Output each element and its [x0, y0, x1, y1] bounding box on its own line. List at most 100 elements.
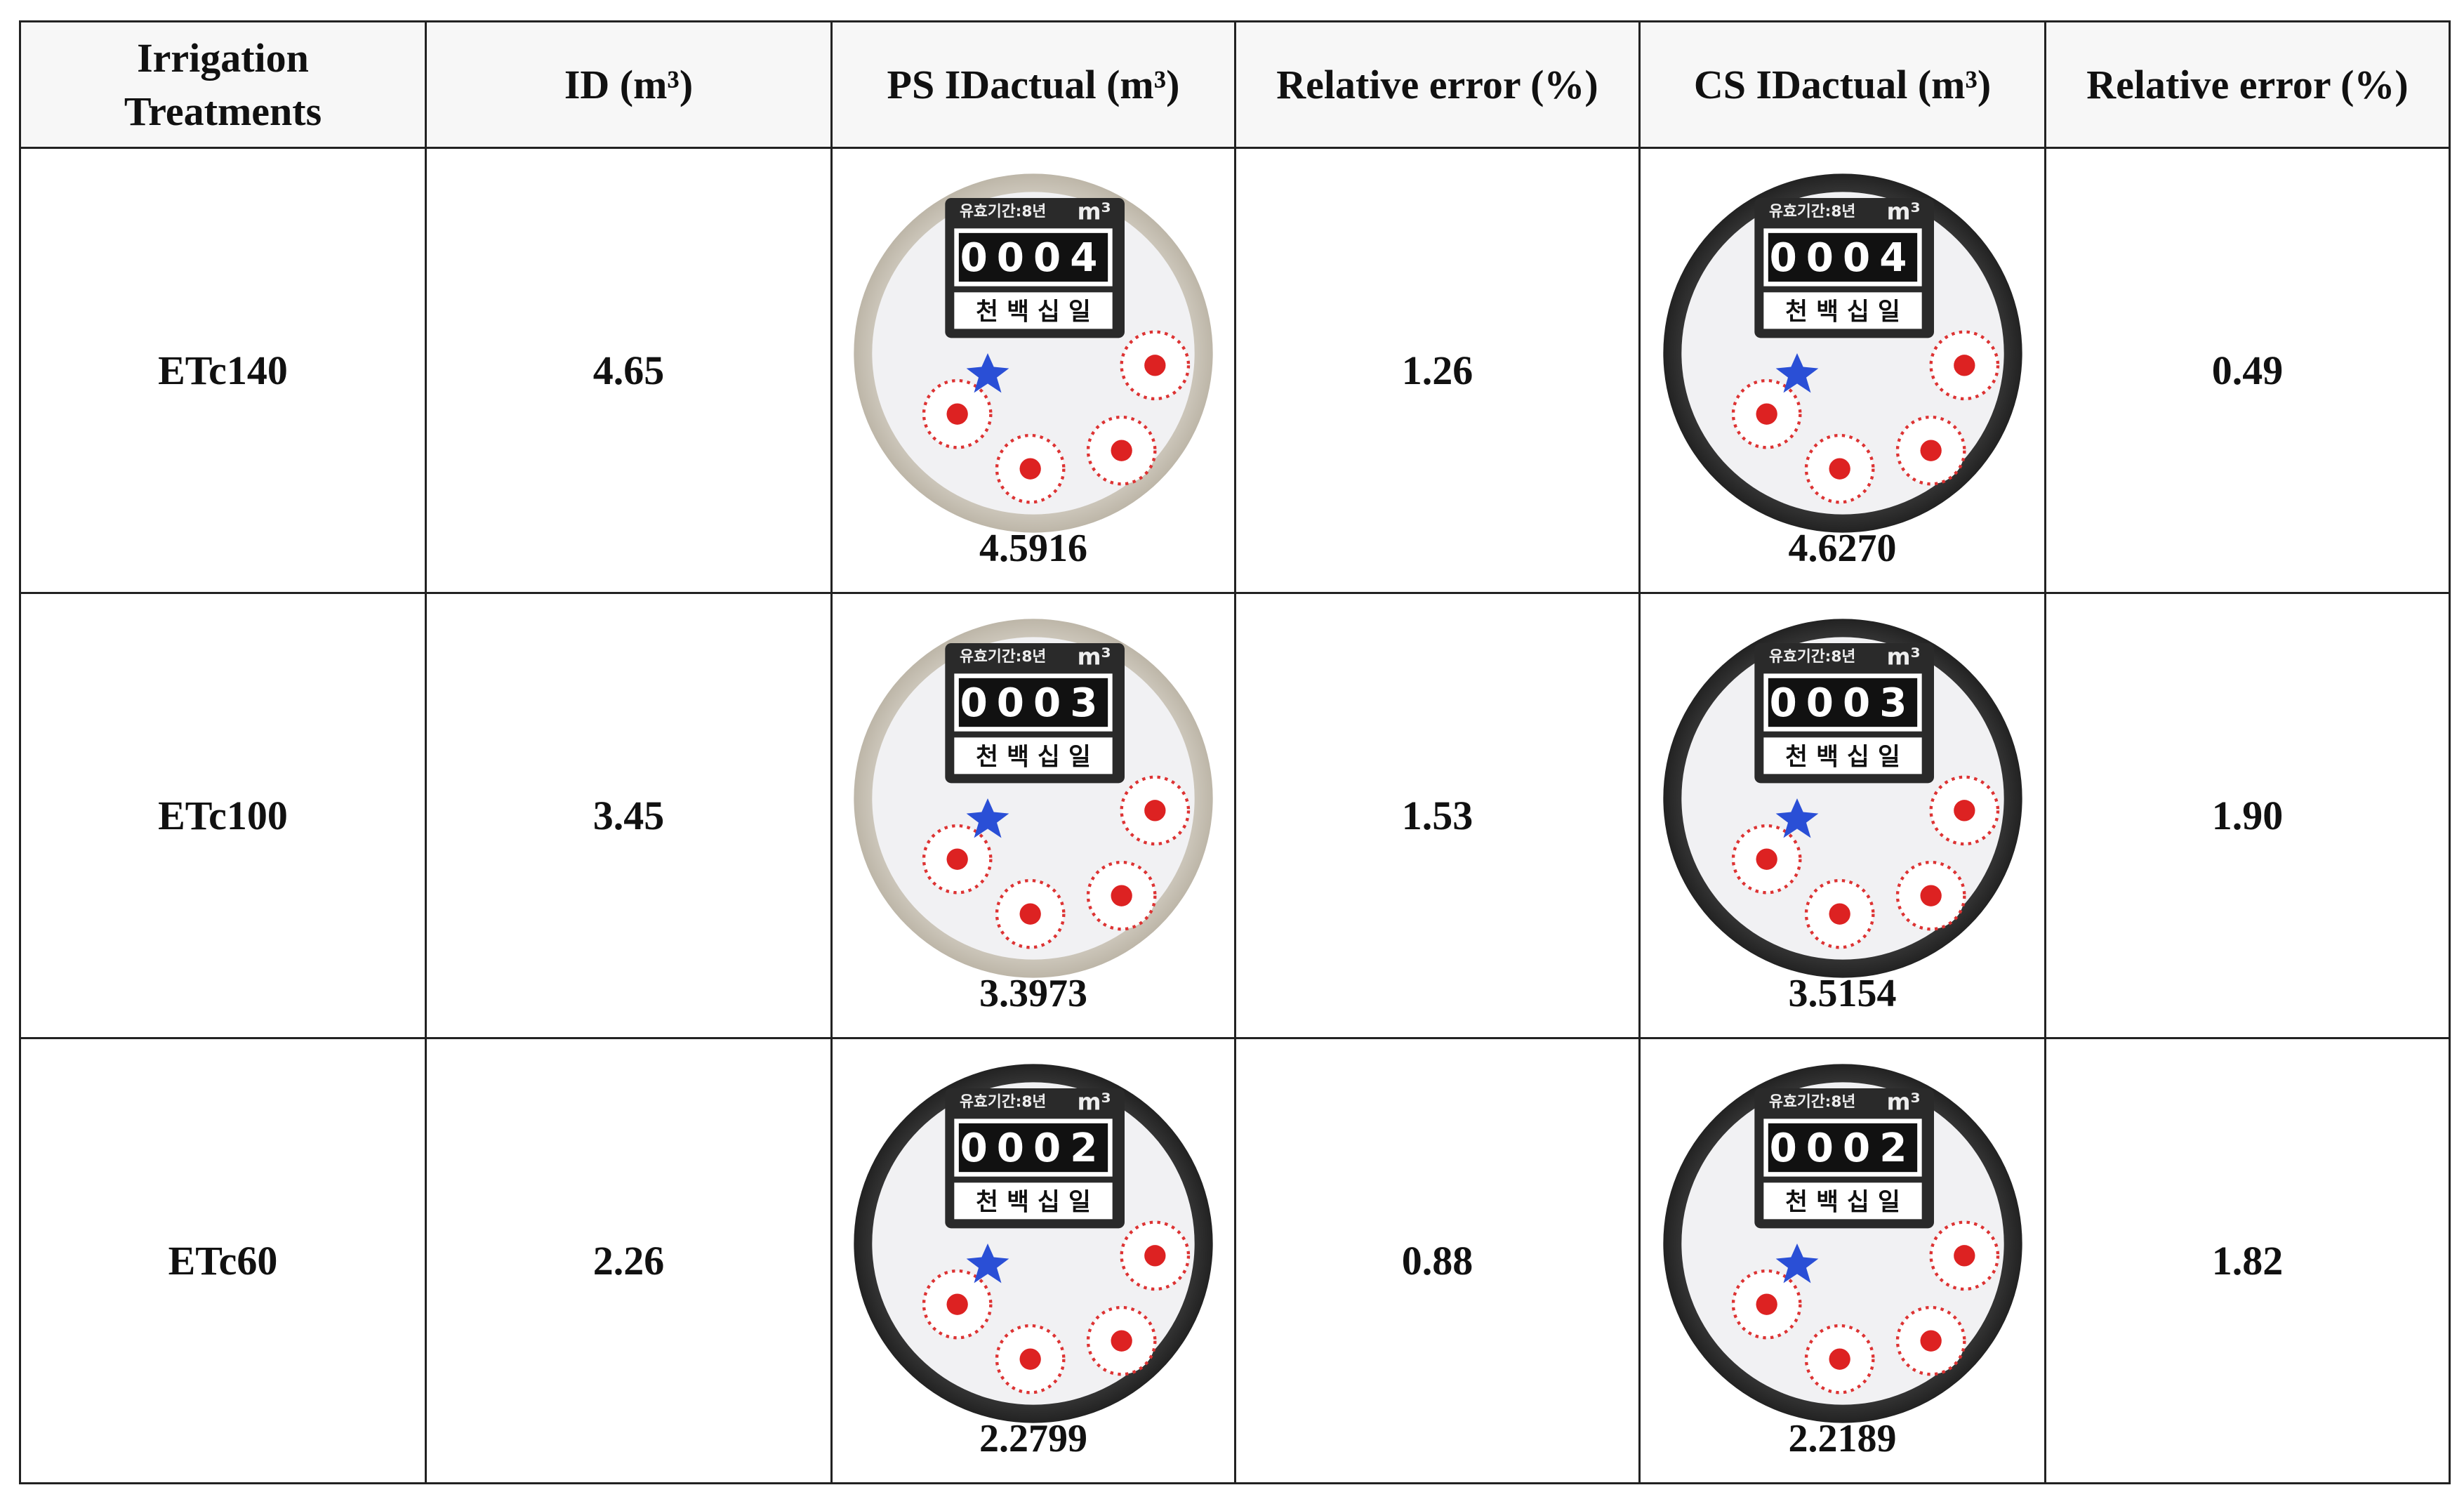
meter-photo: 유효기간:8년 m³ 0002 천 백 십 일: [1662, 1063, 2022, 1423]
header-row: Irrigation Treatments ID (m³) PS IDactual …: [19, 20, 2451, 149]
dial-pointer: [1829, 1348, 1850, 1370]
meter-photo: 유효기간:8년 m³ 0003 천 백 십 일: [854, 618, 1213, 978]
counter-digits: 0003: [960, 680, 1107, 726]
meter-photo: 유효기간:8년 m³ 0003 천 백 십 일: [1662, 618, 2022, 978]
blue-star: [1775, 1243, 1818, 1283]
counter-digits: 0004: [1769, 235, 1916, 281]
meter-reading: 3.5154: [1788, 971, 1897, 1015]
blue-star: [1775, 352, 1818, 393]
cs-error-cell: 0.49: [2044, 147, 2451, 594]
dial-pointer: [1144, 799, 1166, 821]
places-label: 천 백 십 일: [1785, 743, 1900, 771]
counter-digits-bg: [958, 1123, 1108, 1172]
dial-pointer: [1111, 885, 1132, 906]
places-band: [954, 1182, 1113, 1219]
counter-digits-bg: [958, 232, 1108, 282]
counter-digits-bg: [1768, 1123, 1917, 1172]
places-band: [1763, 1182, 1922, 1219]
dial-pointer: [1019, 458, 1041, 480]
dial-pointer: [1920, 1330, 1942, 1352]
treatment-cell: ETc140: [19, 147, 427, 594]
dial-pointer: [1756, 848, 1777, 870]
column-header: Relative error (%): [1234, 20, 1641, 149]
ps-error-cell: 0.88: [1234, 1037, 1641, 1484]
meter-reading: 4.5916: [979, 526, 1087, 570]
blue-star: [966, 798, 1009, 838]
dial-pointer: [1111, 1330, 1132, 1352]
validity-label: 유효기간:8년: [960, 203, 1046, 220]
meter-reading: 2.2799: [979, 1416, 1087, 1460]
table-row: ETc60 2.26 유효기간:8년 m³ 0002 천 백 십 일 2.2799 0.88 유…: [19, 1037, 2451, 1484]
table-body: ETc140 4.65 유효기간:8년 m³ 0004 천 백 십 일 4.5916 1.26…: [19, 147, 2451, 1484]
unit-label: m³: [1078, 198, 1111, 225]
ps-photo-cell: 유효기간:8년 m³ 0003 천 백 십 일 3.3973: [830, 592, 1236, 1039]
unit-label: m³: [1886, 643, 1920, 670]
blue-star: [1775, 798, 1818, 838]
treatment-cell: ETc100: [19, 592, 427, 1039]
dial-pointer: [1019, 1348, 1041, 1370]
places-label: 천 백 십 일: [976, 1188, 1091, 1216]
treatment-cell: ETc60: [19, 1037, 427, 1484]
counter-digits: 0002: [960, 1126, 1107, 1171]
validity-label: 유효기간:8년: [1768, 1093, 1855, 1111]
places-label: 천 백 십 일: [1785, 1188, 1900, 1216]
ps-error-cell: 1.53: [1234, 592, 1641, 1039]
column-header: PS IDactual (m³): [830, 20, 1236, 149]
places-label: 천 백 십 일: [976, 298, 1091, 326]
column-header: Relative error (%): [2044, 20, 2451, 149]
column-header: CS IDactual (m³): [1638, 20, 2046, 149]
id-cell: 4.65: [425, 147, 833, 594]
validity-label: 유효기간:8년: [960, 648, 1046, 666]
dial-pointer: [1829, 903, 1850, 925]
dial-pointer: [1144, 1244, 1166, 1266]
dial-pointer: [1829, 458, 1850, 480]
validity-label: 유효기간:8년: [1768, 203, 1855, 220]
photo-box: 유효기간:8년 m³ 0002 천 백 십 일 2.2189: [1641, 1061, 2044, 1461]
meter-photo: 유효기간:8년 m³ 0004 천 백 십 일: [854, 173, 1213, 533]
dial-pointer: [1953, 354, 1975, 376]
validity-label: 유효기간:8년: [1768, 648, 1855, 666]
meter-reading: 4.6270: [1788, 526, 1897, 570]
photo-box: 유효기간:8년 m³ 0003 천 백 십 일 3.3973: [833, 616, 1234, 1016]
table-row: ETc140 4.65 유효기간:8년 m³ 0004 천 백 십 일 4.5916 1.26…: [19, 147, 2451, 594]
dial-pointer: [1111, 440, 1132, 461]
dial-pointer: [1144, 354, 1166, 376]
cs-error-cell: 1.90: [2044, 592, 2451, 1039]
dial-pointer: [946, 1293, 968, 1315]
unit-label: m³: [1078, 1088, 1111, 1115]
dial-pointer: [946, 848, 968, 870]
counter-digits-bg: [958, 678, 1108, 727]
places-label: 천 백 십 일: [1785, 298, 1900, 326]
photo-box: 유효기간:8년 m³ 0002 천 백 십 일 2.2799: [833, 1061, 1234, 1461]
table-row: ETc100 3.45 유효기간:8년 m³ 0003 천 백 십 일 3.3973 1.53…: [19, 592, 2451, 1039]
dial-pointer: [1953, 799, 1975, 821]
places-band: [1763, 291, 1922, 329]
blue-star: [966, 1243, 1009, 1283]
ps-photo-cell: 유효기간:8년 m³ 0002 천 백 십 일 2.2799: [830, 1037, 1236, 1484]
meter-reading: 3.3973: [979, 971, 1087, 1015]
meter-reading: 2.2189: [1788, 1416, 1897, 1460]
counter-digits-bg: [1768, 232, 1917, 282]
ps-error-cell: 1.26: [1234, 147, 1641, 594]
blue-star: [966, 352, 1009, 393]
dial-pointer: [1756, 403, 1777, 425]
column-header: Irrigation Treatments: [19, 20, 427, 149]
places-band: [954, 737, 1113, 774]
validity-label: 유효기간:8년: [960, 1093, 1046, 1111]
counter-digits: 0004: [960, 235, 1107, 281]
unit-label: m³: [1886, 1088, 1920, 1115]
ps-photo-cell: 유효기간:8년 m³ 0004 천 백 십 일 4.5916: [830, 147, 1236, 594]
unit-label: m³: [1078, 643, 1111, 670]
cs-photo-cell: 유효기간:8년 m³ 0002 천 백 십 일 2.2189: [1638, 1037, 2046, 1484]
unit-label: m³: [1886, 198, 1920, 225]
places-band: [954, 291, 1113, 329]
photo-box: 유효기간:8년 m³ 0003 천 백 십 일 3.5154: [1641, 616, 2044, 1016]
dial-pointer: [946, 403, 968, 425]
meter-photo: 유효기간:8년 m³ 0004 천 백 십 일: [1662, 173, 2022, 533]
meter-photo: 유효기간:8년 m³ 0002 천 백 십 일: [854, 1063, 1213, 1423]
results-table: Irrigation Treatments ID (m³) PS IDactual …: [19, 20, 2451, 1484]
dial-pointer: [1920, 885, 1942, 906]
counter-digits-bg: [1768, 678, 1917, 727]
counter-digits: 0003: [1769, 680, 1916, 726]
cs-photo-cell: 유효기간:8년 m³ 0004 천 백 십 일 4.6270: [1638, 147, 2046, 594]
